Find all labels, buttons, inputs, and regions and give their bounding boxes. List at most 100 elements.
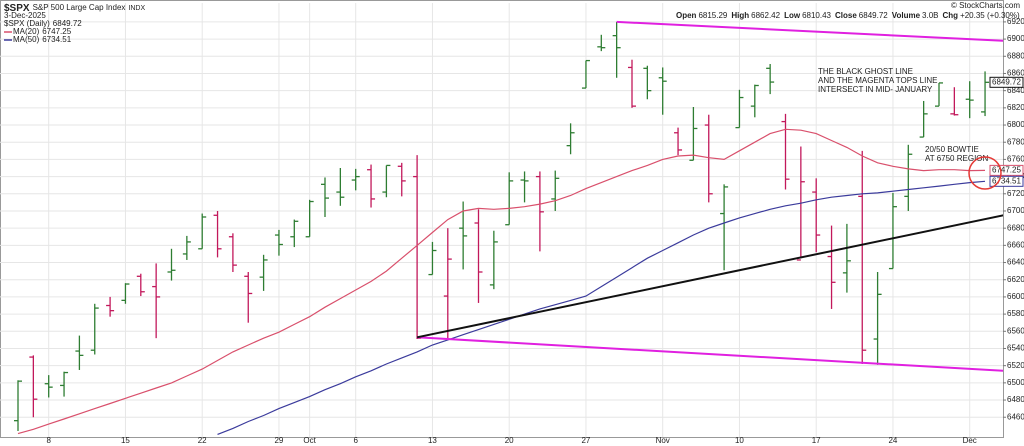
trendline (616, 20, 1003, 42)
annotation: AT 6750 REGION (925, 154, 989, 163)
ohlc-bar (305, 199, 314, 238)
ohlc-bar (704, 114, 713, 203)
ohlc-bar (274, 229, 283, 256)
annotation: AND THE MAGENTA TOPS LINE (818, 76, 937, 85)
legend-value: 6849.72 (53, 19, 82, 28)
annotation: 20/50 BOWTIE (925, 145, 979, 154)
moving-average (217, 180, 986, 435)
quote-value: 6810.43 (802, 11, 831, 20)
legend-name: $SPX (Daily) (4, 19, 50, 28)
ohlc-bar (858, 150, 867, 364)
x-tick-label: 8 (46, 436, 51, 445)
quote-label: Chg (943, 11, 959, 20)
plot-area (0, 0, 1004, 438)
ohlc-bar (321, 177, 329, 217)
y-tick-label: 6820 (1007, 103, 1024, 112)
annotation: INTERSECT IN MID- JANUARY (818, 85, 933, 94)
ohlc-bar (14, 380, 22, 431)
copyright: © StockCharts.com (951, 1, 1020, 10)
ohlc-bar (581, 59, 590, 89)
ohlc-bar (428, 241, 437, 276)
y-tick-label: 6500 (1007, 378, 1024, 387)
ohlc-bar (796, 146, 805, 261)
value-box (989, 164, 1024, 176)
quote-label: Open (676, 11, 697, 20)
quote-value: 6849.72 (859, 11, 888, 20)
y-tick-label: 6600 (1007, 292, 1024, 301)
chart-date: 3-Dec-2025 (4, 11, 46, 20)
y-tick-label: 6520 (1007, 361, 1024, 370)
ohlc-bar (842, 223, 851, 293)
ohlc-bar (228, 233, 237, 272)
y-tick-label: 6720 (1007, 189, 1024, 198)
ohlc-bar (167, 248, 176, 281)
exchange: INDX (128, 5, 145, 12)
ohlc-bar (489, 230, 498, 290)
quote-label: Volume (892, 11, 921, 20)
ohlc-bar (520, 171, 529, 203)
y-tick-label: 6800 (1007, 120, 1024, 129)
index-name: S&P 500 Large Cap Index (33, 3, 126, 12)
ohlc-bar (60, 371, 69, 397)
y-tick-label: 6620 (1007, 275, 1024, 284)
ohlc-bar (750, 84, 759, 118)
ohlc-bar (382, 164, 391, 198)
ohlc-bar (674, 127, 683, 156)
ohlc-bar (643, 65, 652, 100)
y-tick-label: 6680 (1007, 223, 1024, 232)
ohlc-bar (505, 172, 514, 226)
x-tick-label: 10 (735, 436, 744, 445)
ohlc-bar (136, 273, 145, 297)
y-tick-label: 6640 (1007, 258, 1024, 267)
x-tick-label: 24 (888, 436, 897, 445)
ohlc-bar (535, 171, 544, 252)
quote-line: Open 6815.29 High 6862.42 Low 6810.43 Close 684… (676, 11, 1020, 20)
ohlc-bar (935, 82, 943, 107)
ohlc-bar (290, 219, 299, 248)
ohlc-bar (459, 201, 468, 270)
ohlc-bar (44, 375, 53, 398)
quote-value: 6815.29 (698, 11, 727, 20)
ohlc-bar (397, 162, 406, 197)
ohlc-bar (812, 178, 821, 253)
x-tick-label: 17 (812, 436, 821, 445)
ohlc-bar (981, 71, 990, 117)
y-tick-label: 6480 (1007, 395, 1024, 404)
legend-value: 6747.25 (42, 27, 71, 36)
y-tick-label: 6880 (1007, 51, 1024, 60)
y-tick-label: 6920 (1007, 17, 1024, 26)
y-tick-label: 6860 (1007, 69, 1024, 78)
value-box (989, 175, 1024, 187)
ohlc-bar (904, 144, 913, 211)
x-tick-label: Dec (963, 436, 977, 445)
y-tick-label: 6780 (1007, 137, 1024, 146)
x-tick-label: 13 (428, 436, 437, 445)
x-tick-label: 15 (121, 436, 130, 445)
ohlc-bar (336, 168, 345, 206)
y-tick-label: 6760 (1007, 155, 1024, 164)
labels: 6460 6480 6500 6520 6540 6560 6580 6600 6620 6640… (4, 1, 1024, 445)
highlight-circle (968, 156, 1002, 190)
x-tick-label: 20 (505, 436, 514, 445)
y-tick-label: 6460 (1007, 412, 1024, 421)
ohlc-bar (474, 209, 483, 303)
ohlc-bar (720, 184, 729, 271)
y-tick-label: 6540 (1007, 344, 1024, 353)
ohlc-bar (152, 263, 161, 339)
legend-value: 6734.51 (42, 35, 71, 44)
ohlc-bar (781, 113, 790, 190)
symbol: $SPX (4, 3, 30, 14)
grid (0, 3, 1003, 437)
y-tick-label: 6660 (1007, 240, 1024, 249)
y-tick-label: 6580 (1007, 309, 1024, 318)
ohlc-bar (551, 170, 560, 211)
legend-name: MA(50) (13, 35, 40, 44)
ohlc-bar (965, 81, 974, 119)
y-tick-label: 6840 (1007, 86, 1024, 95)
ohlc-bar (919, 100, 928, 138)
ohlc-bar (950, 87, 959, 116)
ohlc-bar (689, 106, 698, 161)
ohlc-bar (121, 283, 130, 304)
legend-entry: MA(20) 6747.25 (13, 27, 72, 36)
moving-average (17, 128, 986, 435)
